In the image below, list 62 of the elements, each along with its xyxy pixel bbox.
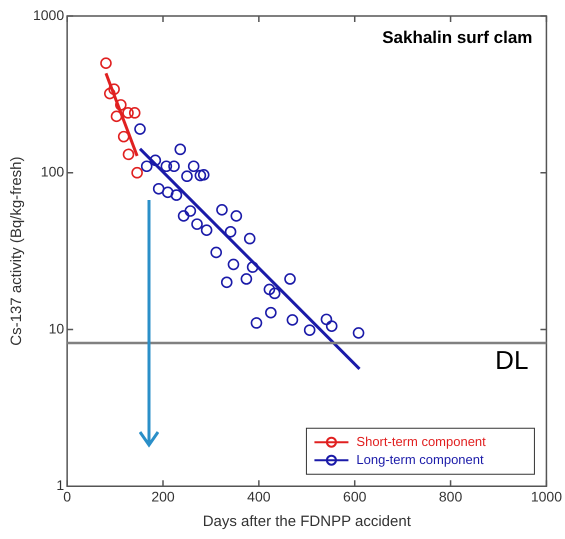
- x-axis-title: Days after the FDNPP accident: [202, 513, 412, 530]
- point: [250, 317, 262, 329]
- y-tick-label: 1000: [32, 6, 64, 23]
- point: [104, 88, 116, 100]
- point: [220, 276, 233, 288]
- x-tick-label: 600: [343, 488, 367, 504]
- point: [174, 144, 186, 156]
- point: [352, 327, 364, 339]
- point: [244, 232, 256, 244]
- y-tick-label: 1: [56, 477, 64, 494]
- legend-label: Long-term component: [356, 452, 484, 467]
- point: [140, 160, 153, 172]
- point: [122, 107, 134, 119]
- y-tick-label: 10: [48, 320, 64, 336]
- point: [198, 169, 210, 181]
- point: [326, 320, 338, 332]
- point: [200, 224, 212, 236]
- legend-label: Short-term component: [356, 434, 486, 449]
- point: [162, 186, 174, 198]
- point: [304, 324, 316, 336]
- point: [178, 210, 190, 222]
- point: [268, 288, 280, 300]
- y-axis-title: Cs-137 activity (Bq/kg-fresh): [8, 156, 26, 346]
- x-tick-label: 200: [151, 488, 175, 504]
- x-tick-label: 1000: [530, 488, 562, 504]
- point: [194, 170, 206, 182]
- point: [320, 314, 332, 326]
- point: [150, 154, 162, 166]
- point: [170, 189, 182, 201]
- x-tick-label: 0: [63, 488, 72, 504]
- y-tick-label: 100: [40, 164, 64, 180]
- point: [230, 210, 242, 222]
- ref-line-label: DL: [495, 345, 528, 376]
- point: [181, 170, 193, 182]
- x-tick-label: 800: [438, 488, 462, 504]
- point: [191, 218, 203, 230]
- point: [210, 246, 222, 258]
- point: [110, 110, 122, 122]
- point: [100, 57, 112, 69]
- text: Sakhalin surf clam: [382, 28, 532, 48]
- point: [240, 273, 252, 285]
- x-tick-label: 400: [247, 488, 271, 504]
- point: [224, 226, 236, 238]
- point: [184, 205, 196, 217]
- point: [122, 148, 134, 160]
- point: [265, 306, 277, 318]
- point: [134, 123, 146, 135]
- point: [284, 273, 296, 285]
- point: [168, 160, 180, 172]
- point: [228, 258, 240, 270]
- point: [152, 182, 164, 195]
- point: [118, 130, 130, 142]
- point: [128, 107, 141, 119]
- point: [115, 99, 127, 111]
- point: [246, 261, 258, 273]
- point: [131, 166, 143, 179]
- point: [188, 160, 200, 172]
- point: [108, 83, 120, 96]
- point: [160, 160, 172, 172]
- point: [216, 204, 228, 216]
- point: [286, 314, 298, 326]
- point: [264, 284, 276, 296]
